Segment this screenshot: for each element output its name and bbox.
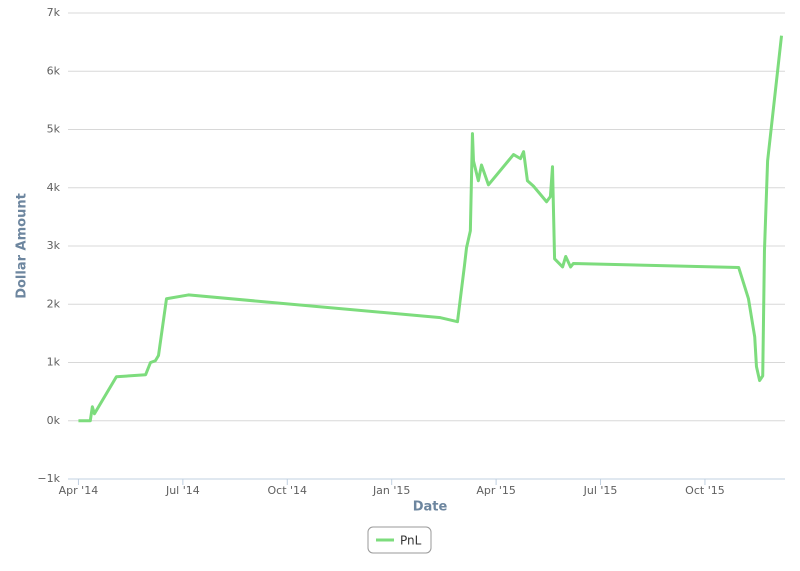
y-axis-title: Dollar Amount: [15, 193, 30, 299]
y-tick-label: 0k: [47, 414, 61, 427]
line: [78, 35, 784, 423]
x-tick-label: Apr '14: [59, 484, 99, 497]
y-tick-label: 4k: [47, 181, 61, 194]
x-tick-label: Jul '14: [165, 484, 200, 497]
x-tick-label: Jan '15: [372, 484, 410, 497]
y-tick-label: 6k: [47, 64, 61, 77]
y-tick-label: 7k: [47, 6, 61, 19]
y-tick-label: 2k: [47, 297, 61, 310]
x-tick-label: Apr '15: [476, 484, 516, 497]
y-tick-label: 5k: [47, 123, 61, 136]
x-tick-label: Jul '15: [583, 484, 618, 497]
legend-box: [367, 526, 432, 554]
y-tick-label: −1k: [37, 472, 60, 485]
x-axis-title: Date: [413, 500, 448, 515]
x-tick-label: Oct '14: [268, 484, 308, 497]
legend-label: PnL: [400, 534, 422, 548]
y-tick-label: 3k: [47, 239, 61, 252]
y-tick-label: 1k: [47, 356, 61, 369]
x-tick-label: Oct '15: [685, 484, 725, 497]
